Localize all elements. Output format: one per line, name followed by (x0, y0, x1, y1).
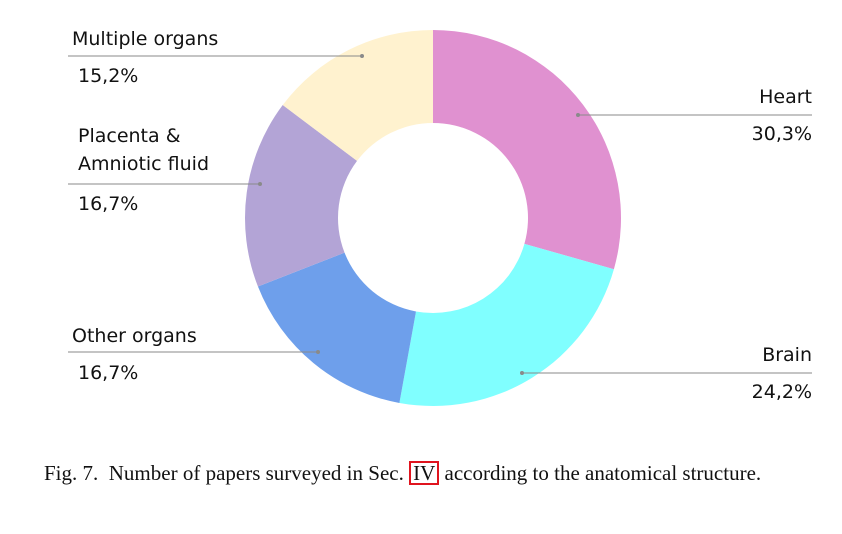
slice-label-placenta-line2: Amniotic fluid (78, 153, 209, 175)
slice-label-brain: Brain (762, 344, 812, 366)
section-ref-link[interactable]: IV (409, 461, 440, 485)
donut-slices (244, 29, 621, 406)
slice-value-other-organs: 16,7% (78, 362, 138, 384)
leader-dot-other-organs (316, 350, 320, 354)
donut-slice-other-organs (257, 252, 417, 403)
slice-value-multiple-organs: 15,2% (78, 65, 138, 87)
figure-caption: Fig. 7. Number of papers surveyed in Sec… (44, 460, 814, 486)
caption-prefix: Fig. 7. (44, 461, 99, 485)
slice-value-heart: 30,3% (752, 123, 812, 145)
slice-label-other-organs: Other organs (72, 325, 197, 347)
leader-dot-heart (576, 113, 580, 117)
slice-label-multiple-organs: Multiple organs (72, 28, 218, 50)
donut-slice-heart (433, 30, 621, 270)
slice-value-placenta: 16,7% (78, 193, 138, 215)
leader-dot-placenta (258, 182, 262, 186)
leader-dot-multiple-organs (360, 54, 364, 58)
donut-slice-multiple-organs (282, 29, 433, 161)
donut-chart: Heart 30,3% Brain 24,2% Other organs 16,… (68, 28, 812, 406)
slice-label-heart: Heart (759, 86, 812, 108)
slice-value-brain: 24,2% (752, 381, 812, 403)
leader-lines (68, 54, 812, 375)
slice-label-placenta-line1: Placenta & (78, 125, 181, 147)
donut-slice-placenta (244, 105, 358, 287)
leader-dot-brain (520, 371, 524, 375)
donut-slice-brain (399, 243, 614, 406)
caption-text-after: according to the anatomical structure. (444, 461, 762, 485)
caption-text-before: Number of papers surveyed in Sec. (108, 461, 404, 485)
